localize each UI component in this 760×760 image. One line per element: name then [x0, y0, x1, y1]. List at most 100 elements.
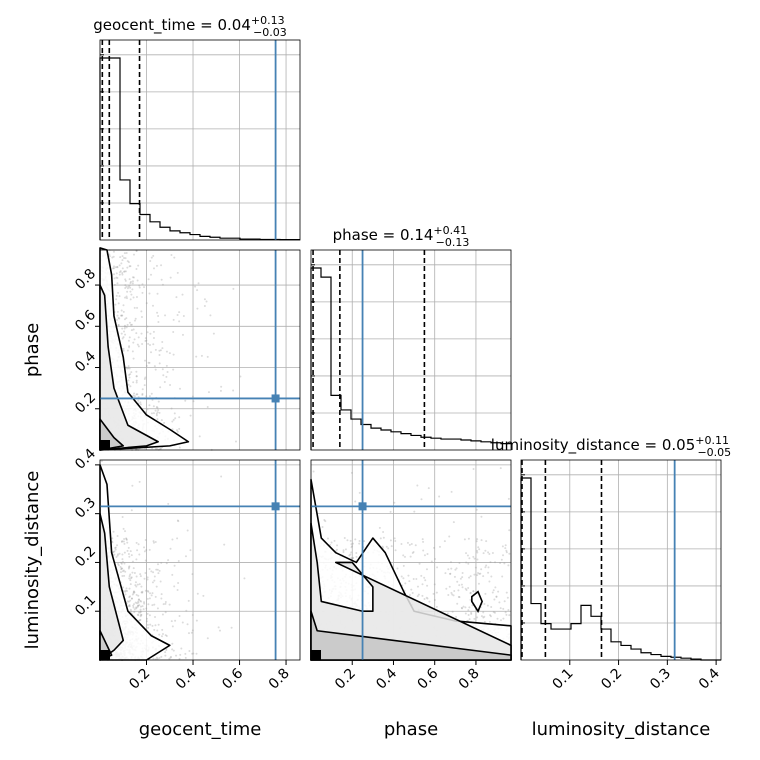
scatter-point: [132, 341, 135, 344]
scatter-point: [412, 550, 415, 553]
scatter-point: [452, 594, 455, 597]
scatter-point: [129, 290, 132, 293]
scatter-point: [396, 567, 399, 570]
scatter-point: [144, 376, 147, 379]
scatter-point: [184, 399, 187, 402]
scatter-point: [507, 609, 510, 612]
scatter-point: [131, 484, 134, 487]
scatter-point: [404, 582, 407, 585]
scatter-point: [194, 285, 197, 288]
scatter-point: [120, 332, 123, 335]
histogram-luminosity_distance: [520, 477, 721, 661]
scatter-point: [482, 575, 485, 578]
scatter-point: [121, 540, 124, 543]
scatter-point: [115, 272, 118, 275]
scatter-point: [156, 292, 159, 295]
scatter-point: [174, 619, 177, 622]
scatter-point: [132, 276, 135, 279]
scatter-point: [152, 540, 155, 543]
scatter-point: [433, 598, 436, 601]
scatter-point: [187, 632, 190, 635]
scatter-point: [139, 615, 142, 618]
scatter-point: [154, 615, 157, 618]
scatter-point: [170, 620, 173, 623]
scatter-point: [121, 558, 124, 561]
scatter-point: [447, 568, 450, 571]
scatter-point: [113, 267, 116, 270]
scatter-point: [495, 595, 498, 598]
scatter-point: [126, 266, 129, 269]
scatter-point: [124, 333, 127, 336]
scatter-point: [487, 571, 490, 574]
scatter-point: [438, 495, 441, 498]
scatter-point: [402, 554, 405, 557]
scatter-point: [220, 475, 223, 478]
scatter-point: [139, 618, 142, 621]
scatter-point: [168, 603, 171, 606]
scatter-point: [124, 590, 127, 593]
scatter-point: [472, 590, 475, 593]
scatter-point: [379, 537, 382, 540]
scatter-point: [161, 368, 164, 371]
scatter-point: [178, 446, 181, 449]
scatter-point: [408, 593, 411, 596]
scatter-point: [116, 553, 119, 556]
scatter-point: [503, 600, 506, 603]
scatter-point: [382, 536, 385, 539]
scatter-point: [113, 277, 116, 280]
scatter-point: [387, 547, 390, 550]
scatter-point: [488, 552, 491, 555]
scatter-point: [119, 571, 122, 574]
scatter-point: [480, 515, 483, 518]
scatter-point: [480, 539, 483, 542]
truth-marker: [271, 394, 280, 403]
x-tick-label: 0.8: [456, 666, 483, 693]
scatter-point: [111, 541, 114, 544]
scatter-point: [130, 371, 133, 374]
scatter-point: [127, 600, 130, 603]
scatter-point: [143, 378, 146, 381]
scatter-point: [116, 562, 119, 565]
scatter-point: [178, 387, 181, 390]
scatter-point: [131, 280, 134, 283]
scatter-point: [100, 460, 103, 463]
scatter-point: [422, 540, 425, 543]
scatter-point: [435, 591, 438, 594]
scatter-point: [138, 286, 141, 289]
scatter-point: [152, 343, 155, 346]
scatter-point: [426, 597, 429, 600]
scatter-point: [508, 552, 511, 555]
scatter-point: [505, 551, 508, 554]
scatter-point: [162, 603, 165, 606]
scatter-point: [465, 552, 468, 555]
scatter-point: [121, 553, 124, 556]
y-tick-label: 0.2: [72, 543, 99, 570]
scatter-point: [472, 468, 475, 471]
scatter-point: [150, 273, 153, 276]
scatter-point: [158, 633, 161, 636]
scatter-point: [175, 654, 178, 657]
scatter-point: [191, 652, 194, 655]
scatter-point: [474, 566, 477, 569]
scatter-point: [157, 409, 160, 412]
scatter-point: [116, 310, 119, 313]
scatter-point: [324, 520, 327, 523]
scatter-point: [133, 306, 136, 309]
scatter-point: [449, 572, 452, 575]
scatter-point: [135, 558, 138, 561]
scatter-point: [177, 560, 180, 563]
scatter-point: [135, 375, 138, 378]
scatter-point: [506, 596, 509, 599]
scatter-point: [156, 657, 159, 660]
scatter-point: [127, 605, 130, 608]
scatter-point: [434, 558, 437, 561]
scatter-point: [128, 346, 131, 349]
histogram-phase: [310, 267, 511, 450]
scatter-point: [409, 555, 412, 558]
scatter-point: [128, 376, 131, 379]
scatter-point: [160, 419, 163, 422]
scatter-point: [117, 316, 120, 319]
scatter-point: [161, 613, 164, 616]
scatter-point: [191, 629, 194, 632]
scatter-point: [114, 303, 117, 306]
